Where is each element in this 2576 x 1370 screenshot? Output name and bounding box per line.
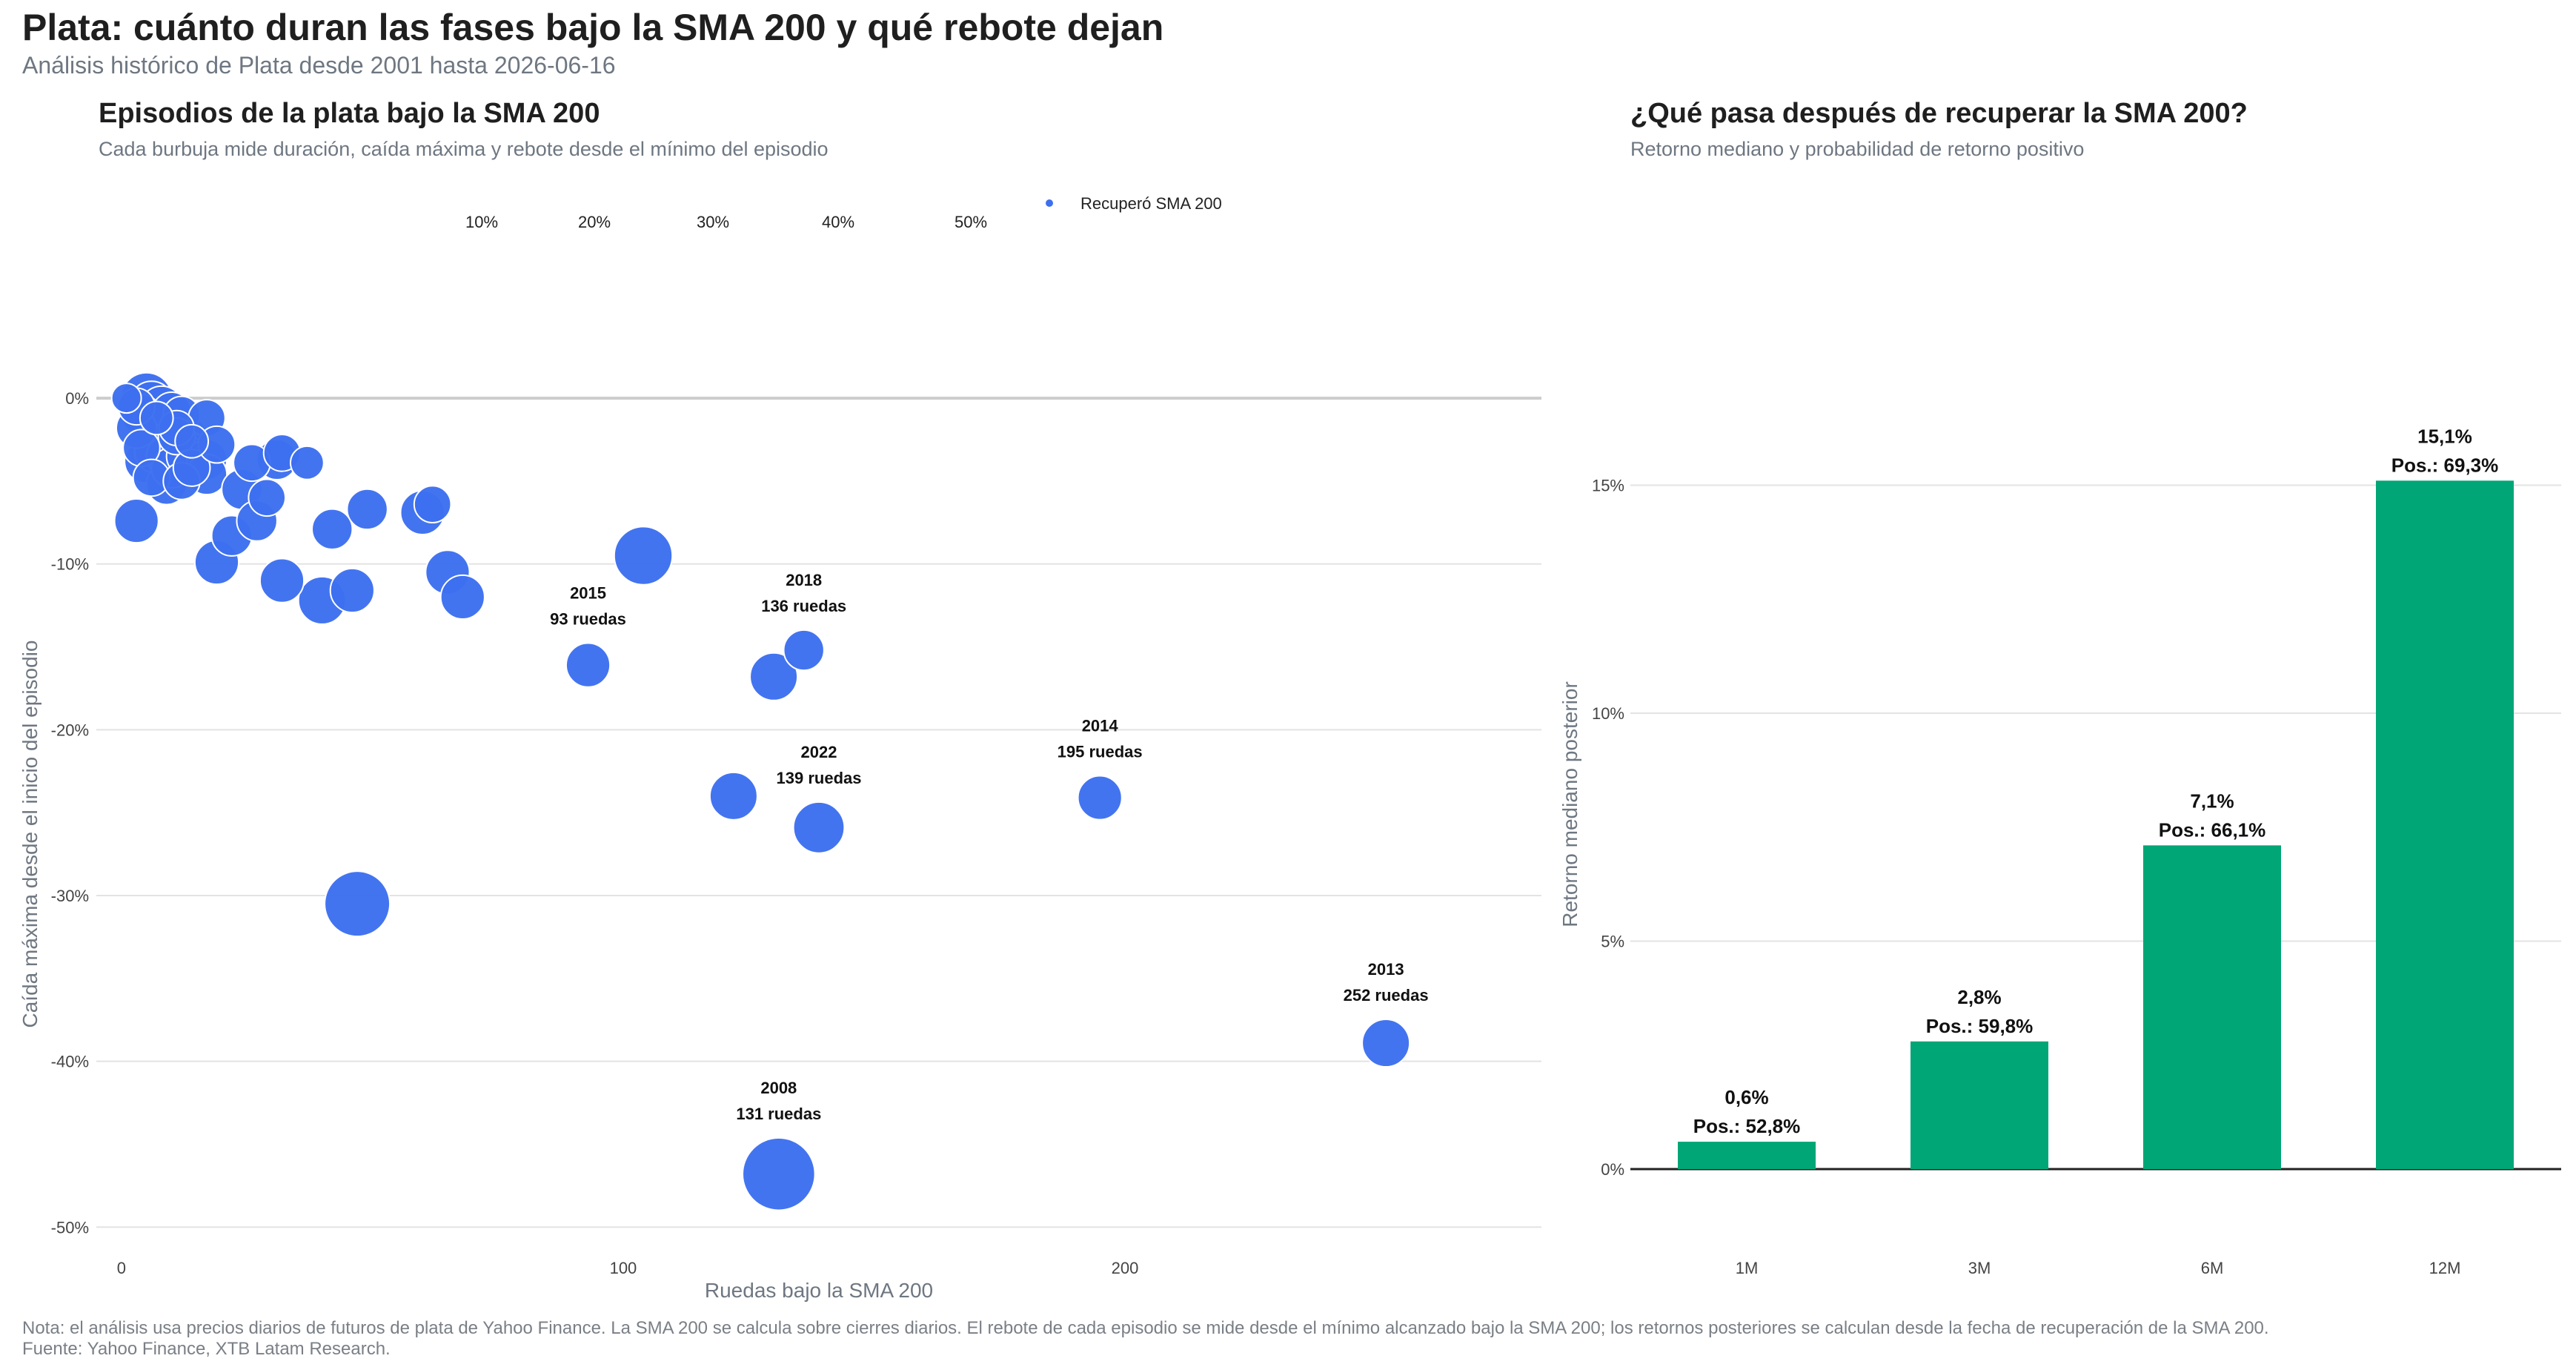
scatter-y-tick-label: -30% xyxy=(51,887,89,905)
bar-probability-label: Pos.: 69,3% xyxy=(2391,454,2499,476)
legend-size-label: 50% xyxy=(955,213,987,231)
legend-size-label: 40% xyxy=(822,213,854,231)
scatter-y-tick-label: -50% xyxy=(51,1218,89,1237)
bubble xyxy=(439,574,485,621)
footer-source: Fuente: Yahoo Finance, XTB Latam Researc… xyxy=(22,1339,391,1359)
scatter-bubbles xyxy=(110,371,1411,1211)
bar-x-tick-label: 12M xyxy=(2429,1259,2461,1277)
scatter-title: Episodios de la plata bajo la SMA 200 xyxy=(99,98,600,129)
bubble xyxy=(110,383,142,414)
annotation-year: 2014 xyxy=(1082,716,1119,735)
bar-y-axis-title: Retorno mediano posterior xyxy=(1558,681,1581,927)
bubble xyxy=(1077,775,1123,821)
footer-note-text: Nota: el análisis usa precios diarios de… xyxy=(22,1318,2269,1338)
scatter-axes: 0% -10% -20% -30% -40% -50% 0 100 200 Ruedas bajo… xyxy=(19,389,1138,1302)
bar-probability-label: Pos.: 59,8% xyxy=(1926,1015,2034,1037)
annotation-year: 2018 xyxy=(786,571,822,589)
bubble xyxy=(742,1136,816,1211)
bar-x-tick-label: 3M xyxy=(1968,1259,1991,1277)
scatter-x-axis-title: Ruedas bajo la SMA 200 xyxy=(705,1279,933,1302)
bar-data-labels: 0,6% Pos.: 52,8% 2,8% Pos.: 59,8% 7,1% Pos.: … xyxy=(1693,425,2499,1137)
bar-value-label: 2,8% xyxy=(1957,986,2001,1008)
annotation-year: 2015 xyxy=(570,584,606,603)
page-subtitle: Análisis histórico de Plata desde 2001 h… xyxy=(22,52,616,79)
annotation-duration: 139 ruedas xyxy=(777,769,862,787)
bar-value-label: 7,1% xyxy=(2190,790,2234,812)
scatter-legend: 10% 20% 30% 40% 50% Recuperó SMA 200 xyxy=(465,194,1222,231)
bar xyxy=(2143,845,2281,1169)
legend-size-label: 30% xyxy=(697,213,729,231)
scatter-x-tick-label: 0 xyxy=(117,1259,126,1277)
bubble xyxy=(565,642,611,688)
legend-series-label: Recuperó SMA 200 xyxy=(1080,194,1222,213)
annotation-duration: 136 ruedas xyxy=(761,597,846,615)
scatter-subtitle: Cada burbuja mide duración, caída máxima… xyxy=(99,138,829,160)
annotation-duration: 252 ruedas xyxy=(1344,986,1429,1005)
bubble xyxy=(749,652,799,701)
bar-y-tick-label: 15% xyxy=(1592,477,1624,495)
bar-axes: 0% 5% 10% 15% Retorno mediano posterior 1M 3M 6… xyxy=(1558,477,2460,1278)
scatter-annotations: 2015 93 ruedas 2018 136 ruedas 2014 195 rueda… xyxy=(550,571,1428,1123)
legend-size-label: 20% xyxy=(578,213,611,231)
scatter-y-axis-title: Caída máxima desde el inicio del episodi… xyxy=(19,641,42,1028)
bar-probability-label: Pos.: 66,1% xyxy=(2159,818,2266,841)
bubble xyxy=(139,400,174,436)
bubble xyxy=(792,801,846,854)
bubble xyxy=(346,488,388,531)
annotation-year: 2013 xyxy=(1368,960,1404,979)
bubble xyxy=(113,497,159,544)
bubble xyxy=(289,445,325,480)
bar xyxy=(2376,480,2514,1169)
bubble xyxy=(324,870,391,938)
bar xyxy=(1678,1142,1816,1169)
bar-value-label: 15,1% xyxy=(2417,425,2472,447)
bar-y-tick-label: 10% xyxy=(1592,704,1624,723)
bubble xyxy=(311,508,353,550)
bar-marks xyxy=(1678,480,2514,1169)
bubble xyxy=(329,567,375,614)
bar-y-tick-label: 5% xyxy=(1601,933,1624,951)
scatter-y-tick-label: -10% xyxy=(51,555,89,574)
annotation-year: 2008 xyxy=(760,1079,797,1097)
bubble xyxy=(783,629,825,672)
scatter-y-tick-label: -40% xyxy=(51,1053,89,1071)
page-title: Plata: cuánto duran las fases bajo la SM… xyxy=(22,7,1164,48)
bubble xyxy=(1361,1019,1411,1068)
annotation-year: 2022 xyxy=(801,743,837,761)
bubble xyxy=(413,485,452,524)
legend-series-marker xyxy=(1046,199,1053,207)
bar xyxy=(1911,1041,2048,1169)
bar-x-tick-label: 1M xyxy=(1736,1259,1759,1277)
bar-value-label: 0,6% xyxy=(1724,1086,1768,1108)
annotation-duration: 131 ruedas xyxy=(736,1105,821,1123)
bubble xyxy=(708,771,758,821)
bar-x-tick-label: 6M xyxy=(2201,1259,2224,1277)
scatter-x-tick-label: 200 xyxy=(1112,1259,1139,1277)
bar-probability-label: Pos.: 52,8% xyxy=(1693,1115,1801,1137)
bar-chart-subtitle: Retorno mediano y probabilidad de retorn… xyxy=(1630,138,2085,160)
bubble xyxy=(259,557,305,603)
scatter-y-tick-label: 0% xyxy=(65,389,89,408)
footer-note: Nota: el análisis usa precios diarios de… xyxy=(22,1318,2269,1360)
scatter-x-tick-label: 100 xyxy=(610,1259,637,1277)
scatter-y-tick-label: -20% xyxy=(51,721,89,739)
bubble xyxy=(174,423,210,459)
bubble xyxy=(613,526,674,586)
bar-chart-title: ¿Qué pasa después de recuperar la SMA 20… xyxy=(1630,98,2248,129)
annotation-duration: 93 ruedas xyxy=(550,610,626,629)
bar-y-tick-label: 0% xyxy=(1601,1160,1624,1179)
bubble xyxy=(248,478,287,517)
legend-size-label: 10% xyxy=(465,213,498,231)
annotation-duration: 195 ruedas xyxy=(1058,742,1143,761)
